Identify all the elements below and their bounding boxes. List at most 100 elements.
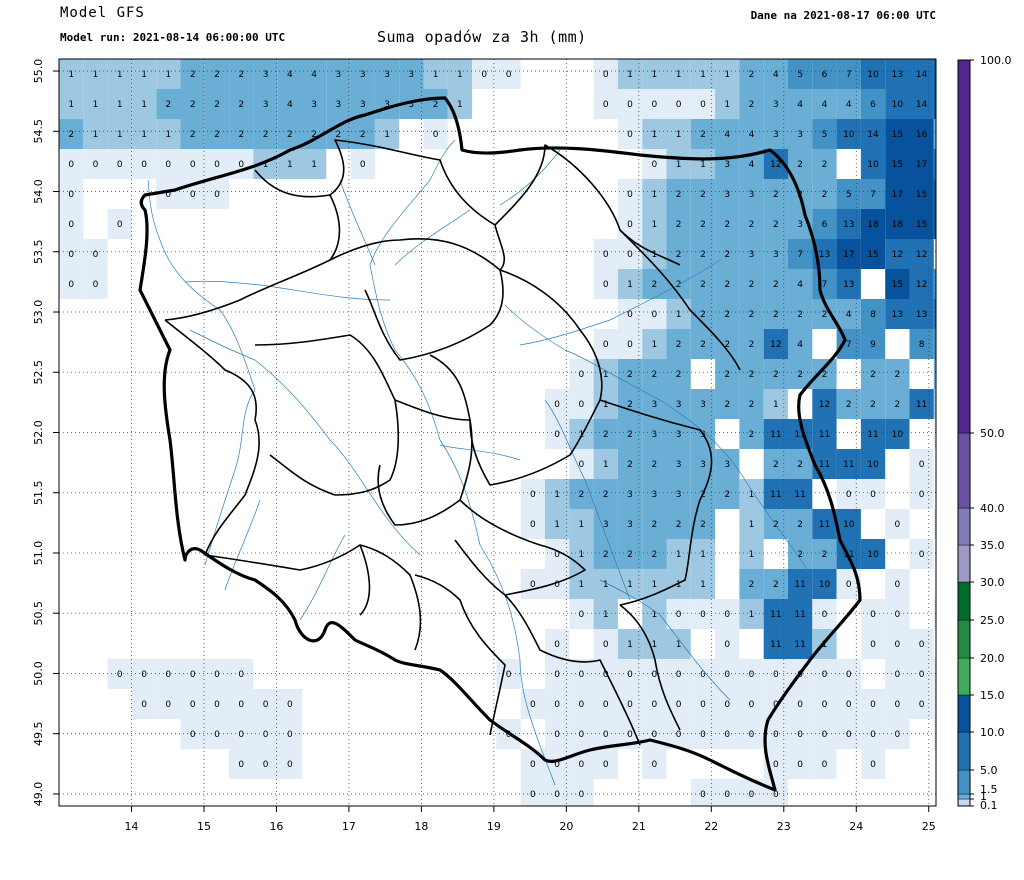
precip-value-label: 2 xyxy=(773,310,779,320)
precip-value-label: 0 xyxy=(822,610,828,620)
precip-value-label: 2 xyxy=(652,520,658,530)
colorbar-label: 20.0 xyxy=(980,652,1005,665)
precip-value-label: 0 xyxy=(141,670,147,680)
colorbar-label: 30.0 xyxy=(980,576,1005,589)
precip-value-label: 0 xyxy=(870,490,876,500)
precip-cell xyxy=(545,689,570,719)
precip-cell xyxy=(739,269,764,299)
precip-value-label: 0 xyxy=(822,730,828,740)
precip-value-label: 1 xyxy=(676,130,682,140)
precip-cell xyxy=(909,659,934,689)
precip-cell xyxy=(83,269,108,299)
precip-cell xyxy=(739,299,764,329)
precip-value-label: 2 xyxy=(846,400,852,410)
precip-cell xyxy=(788,269,813,299)
precip-value-label: 0 xyxy=(652,670,658,680)
precip-cell xyxy=(642,509,667,539)
precip-cell xyxy=(131,149,157,179)
precip-value-label: 0 xyxy=(190,700,196,710)
precip-cell xyxy=(59,179,84,209)
precip-value-label: 13 xyxy=(916,310,927,320)
precip-value-label: 0 xyxy=(700,610,706,620)
precip-value-label: 3 xyxy=(408,100,414,110)
precip-cell xyxy=(860,299,886,329)
precip-value-label: 1 xyxy=(627,280,633,290)
precip-value-label: 0 xyxy=(943,610,949,620)
precip-value-label: 0 xyxy=(190,730,196,740)
precip-cell xyxy=(860,89,886,119)
boundary-warminsko xyxy=(494,144,681,266)
precip-value-label: 14 xyxy=(916,100,928,110)
precip-value-label: 1 xyxy=(700,70,706,80)
precip-cell xyxy=(909,269,934,299)
precip-value-label: 2 xyxy=(433,100,439,110)
precip-value-label: 0 xyxy=(190,190,196,200)
precip-value-label: 2 xyxy=(165,100,171,110)
precip-value-label: 0 xyxy=(992,640,998,650)
precip-cell xyxy=(569,389,594,419)
precip-value-label: 0 xyxy=(530,490,536,500)
precip-cell xyxy=(836,299,861,329)
precip-value-label: 2 xyxy=(214,100,220,110)
precip-value-label: 3 xyxy=(336,70,342,80)
precip-cell xyxy=(666,599,691,629)
precip-value-label: 0 xyxy=(724,790,730,800)
precip-value-label: 0 xyxy=(919,700,925,710)
precip-value-label: 11 xyxy=(770,640,781,650)
precip-value-label: 2 xyxy=(603,490,609,500)
precip-value-label: 0 xyxy=(846,670,852,680)
precip-value-label: 2 xyxy=(724,490,730,500)
precip-cell xyxy=(131,659,157,689)
precip-value-label: 2 xyxy=(773,580,779,590)
precip-cell xyxy=(812,149,837,179)
lon-axis: 14 15 16 17 18 19 20 21 22 23 24 25 xyxy=(124,806,936,833)
precip-value-label: 0 xyxy=(652,310,658,320)
precip-cell xyxy=(836,689,861,719)
precip-cell xyxy=(982,329,1006,359)
precip-value-label: 1 xyxy=(749,520,755,530)
precip-value-label: 2 xyxy=(724,250,730,260)
precip-value-label: 1 xyxy=(749,490,755,500)
precip-value-label: 1 xyxy=(457,70,463,80)
precip-value-label: 0 xyxy=(579,670,585,680)
precip-cell xyxy=(982,149,1006,179)
precip-cell xyxy=(860,359,886,389)
precip-value-label: 0 xyxy=(943,700,949,710)
precip-value-label: 3 xyxy=(773,250,779,260)
precip-value-label: 0 xyxy=(530,790,536,800)
precip-value-label: 2 xyxy=(773,190,779,200)
precip-cell xyxy=(593,689,618,719)
precip-value-label: 13 xyxy=(843,220,854,230)
precip-value-label: 0 xyxy=(238,670,244,680)
precip-value-label: 6 xyxy=(992,310,998,320)
precip-value-label: 17 xyxy=(1013,100,1024,110)
colorbar-label: 1.5 xyxy=(980,783,998,796)
precip-cell xyxy=(545,659,570,689)
precip-cell xyxy=(569,779,594,806)
precip-value-label: 0 xyxy=(481,70,487,80)
precip-value-label: 3 xyxy=(676,460,682,470)
precip-value-label: 1 xyxy=(724,70,730,80)
precip-cell xyxy=(180,119,205,149)
precip-cell xyxy=(836,269,861,299)
precip-value-label: 2 xyxy=(992,160,998,170)
river-wieprz xyxy=(544,399,631,601)
precip-cell xyxy=(666,539,691,569)
precip-cell xyxy=(739,59,764,89)
precip-value-label: 0 xyxy=(554,730,560,740)
precip-cell xyxy=(666,659,691,689)
precip-cell xyxy=(59,119,84,149)
precip-cell xyxy=(909,209,934,239)
precip-cell xyxy=(715,449,740,479)
precip-value-label: 3 xyxy=(263,70,269,80)
precip-value-label: 4 xyxy=(992,370,998,380)
precip-value-label: 15 xyxy=(892,160,903,170)
precip-cell xyxy=(617,419,643,449)
precip-value-label: 0 xyxy=(676,700,682,710)
precip-cell xyxy=(593,89,618,119)
precip-value-label: 2 xyxy=(1016,130,1022,140)
colorbar-segment xyxy=(957,544,971,583)
colorbar-segment xyxy=(957,798,971,807)
precip-value-label: 0 xyxy=(554,580,560,590)
precip-cell xyxy=(788,329,813,359)
